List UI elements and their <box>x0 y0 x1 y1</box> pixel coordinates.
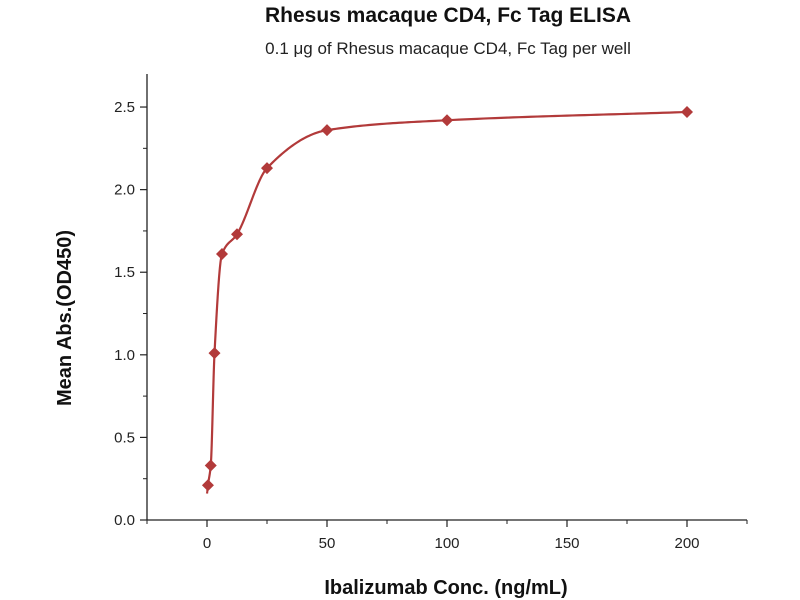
x-tick-label: 100 <box>434 535 459 552</box>
fit-curve-layer <box>205 110 688 494</box>
data-points <box>201 105 693 492</box>
data-point-diamond <box>441 114 453 127</box>
data-point-diamond <box>208 347 221 360</box>
data-point-diamond <box>261 162 273 175</box>
chart-subtitle: 0.1 μg of Rhesus macaque CD4, Fc Tag per… <box>265 39 631 58</box>
y-tick-label: 2.5 <box>114 99 135 116</box>
x-axis-label: Ibalizumab Conc. (ng/mL) <box>324 577 567 599</box>
data-point-diamond <box>321 124 333 137</box>
fit-curve <box>205 110 688 494</box>
data-point-diamond <box>204 459 217 472</box>
y-tick-label: 1.5 <box>114 264 135 281</box>
x-tick-label: 150 <box>554 535 579 552</box>
y-tick-label: 2.0 <box>114 182 135 199</box>
y-axis-ticks: 0.0 0.5 1.0 1.5 2.0 2.5 <box>114 99 147 529</box>
x-tick-label: 50 <box>319 535 336 552</box>
data-point-diamond <box>681 105 693 118</box>
chart-title: Rhesus macaque CD4, Fc Tag ELISA <box>265 4 631 27</box>
y-tick-label: 0.0 <box>114 512 135 529</box>
data-point-diamond <box>231 228 243 241</box>
x-tick-label: 200 <box>674 535 699 552</box>
x-axis-ticks: 0 50 100 150 200 <box>146 520 748 552</box>
x-tick-label: 0 <box>203 535 211 552</box>
data-point-diamond <box>201 479 214 492</box>
data-point-diamond <box>216 248 228 261</box>
y-tick-label: 1.0 <box>114 347 135 364</box>
axes <box>146 74 747 521</box>
y-axis-label: Mean Abs.(OD450) <box>54 230 76 406</box>
y-tick-label: 0.5 <box>114 429 135 446</box>
